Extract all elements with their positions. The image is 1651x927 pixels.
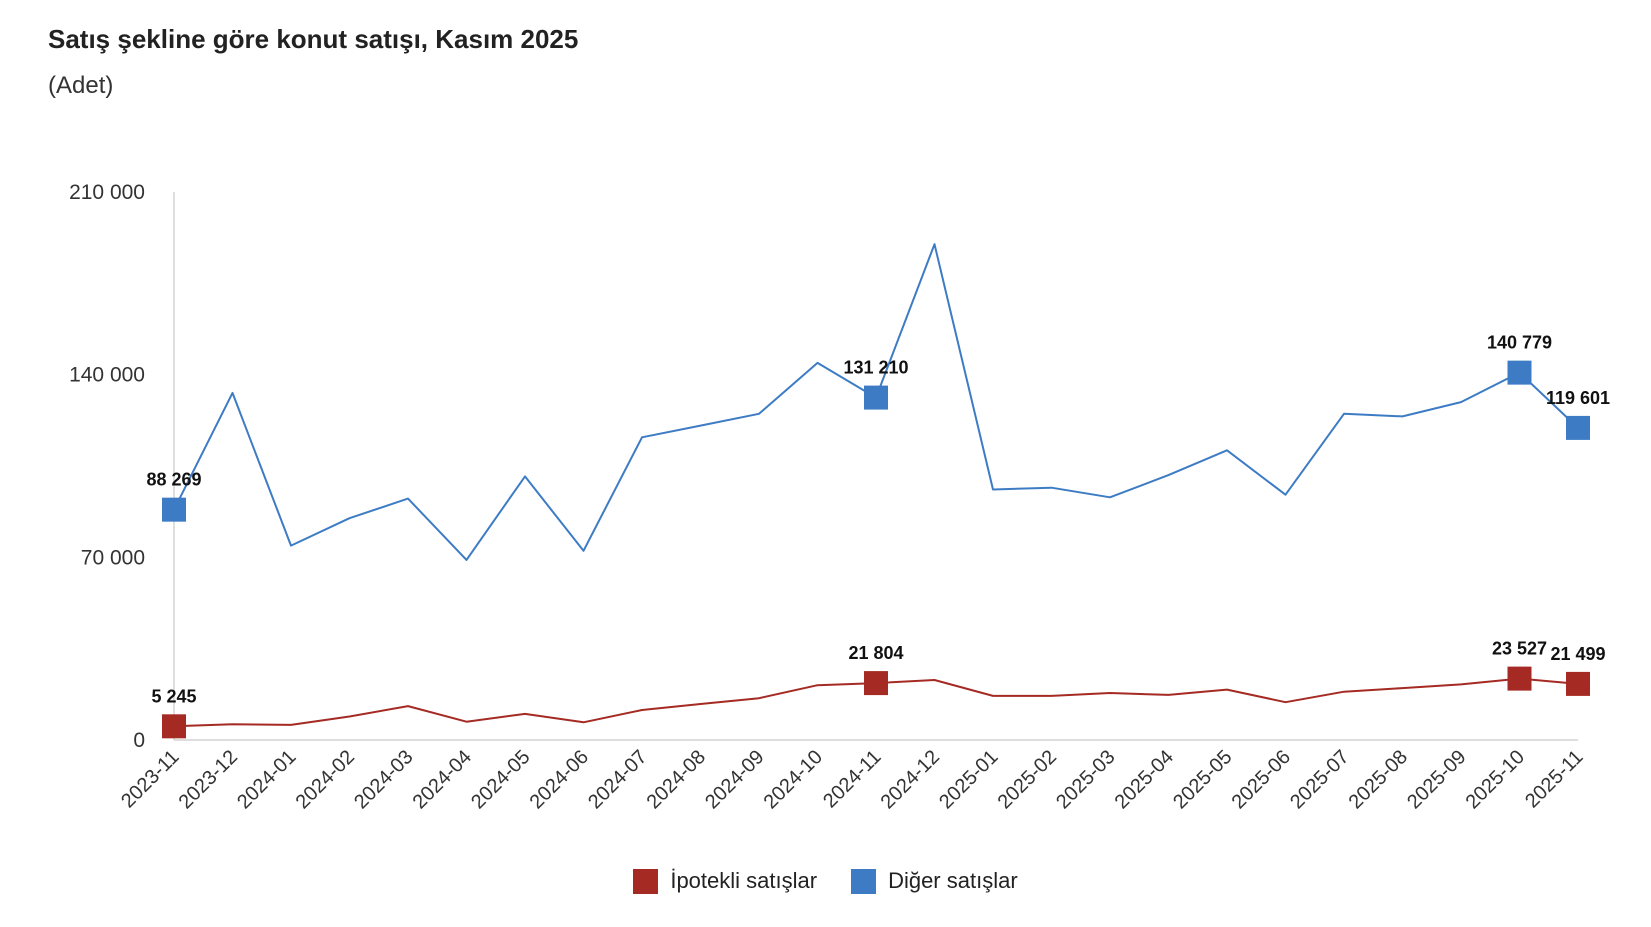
x-tick-label: 2024-07 [584, 746, 651, 813]
x-tick-label: 2025-03 [1052, 746, 1119, 813]
data-label: 21 804 [848, 643, 903, 663]
x-tick-label: 2025-04 [1111, 746, 1178, 813]
chart-title: Satış şekline göre konut satışı, Kasım 2… [48, 24, 579, 54]
legend-label-diger: Diğer satışlar [888, 868, 1018, 893]
y-tick-label: 70 000 [81, 546, 145, 569]
x-tick-label: 2025-06 [1228, 746, 1295, 813]
x-tick-label: 2024-03 [350, 746, 417, 813]
x-tick-label: 2025-11 [1521, 746, 1587, 812]
x-tick-label: 2025-10 [1462, 746, 1529, 813]
data-label: 140 779 [1487, 333, 1552, 353]
x-tick-label: 2024-05 [467, 746, 534, 813]
x-tick-label: 2024-01 [233, 746, 300, 813]
data-label: 119 601 [1546, 388, 1610, 408]
x-tick-label: 2024-09 [701, 746, 768, 813]
legend-label-ipotekli: İpotekli satışlar [670, 868, 818, 893]
legend-swatch-ipotekli [633, 868, 659, 894]
x-tick-label: 2024-08 [643, 746, 710, 813]
y-tick-label: 0 [133, 729, 145, 752]
y-tick-label: 210 000 [69, 181, 145, 204]
x-tick-label: 2024-11 [819, 746, 885, 812]
data-point-marker[interactable] [1566, 671, 1590, 696]
data-point-marker[interactable] [162, 497, 186, 522]
x-tick-label: 2023-12 [175, 746, 242, 813]
legend-item-diger[interactable]: Diğer satışlar [851, 868, 1018, 894]
x-tick-label: 2025-05 [1169, 746, 1236, 813]
data-point-marker[interactable] [864, 671, 888, 696]
data-label: 21 499 [1550, 644, 1605, 664]
legend: İpotekli satışlar Diğer satışlar [0, 868, 1651, 894]
data-label: 23 527 [1492, 639, 1547, 659]
x-tick-label: 2025-02 [994, 746, 1061, 813]
x-tick-label: 2024-06 [526, 746, 593, 813]
x-tick-label: 2025-01 [935, 746, 1002, 813]
x-tick-label: 2024-02 [292, 746, 359, 813]
x-tick-label: 2023-11 [117, 746, 183, 812]
data-label: 88 269 [146, 470, 201, 490]
x-tick-label: 2024-10 [760, 746, 827, 813]
data-point-marker[interactable] [1566, 415, 1590, 440]
data-point-marker[interactable] [1507, 360, 1532, 385]
chart-subtitle: (Adet) [48, 72, 114, 99]
data-label: 5 245 [151, 686, 196, 706]
x-tick-label: 2025-09 [1403, 746, 1470, 813]
x-tick-label: 2025-07 [1286, 746, 1353, 813]
legend-swatch-diger [851, 868, 877, 894]
y-tick-label: 140 000 [69, 364, 145, 387]
x-tick-label: 2024-12 [877, 746, 944, 813]
data-point-marker[interactable] [162, 714, 186, 739]
data-label: 131 210 [843, 358, 908, 378]
data-labels: 5 245 21 804 23 527 21 499 88 269 131 210 140 … [146, 333, 1610, 739]
x-tick-label: 2024-04 [409, 746, 476, 813]
legend-item-ipotekli[interactable]: İpotekli satışlar [633, 868, 817, 894]
data-point-marker[interactable] [864, 385, 888, 410]
data-point-marker[interactable] [1507, 666, 1532, 691]
x-tick-label: 2025-08 [1345, 746, 1412, 813]
